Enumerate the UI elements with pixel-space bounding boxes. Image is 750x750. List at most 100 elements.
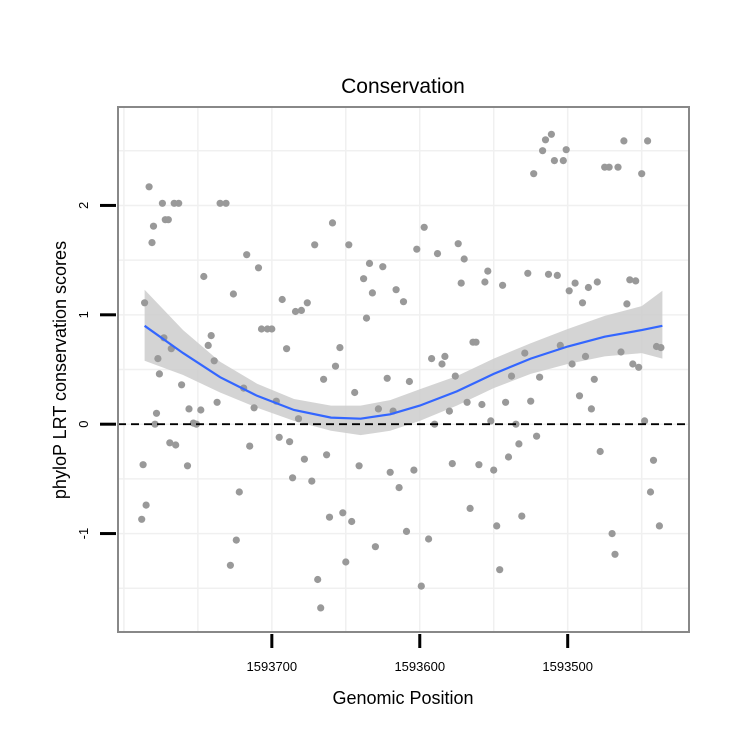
data-point bbox=[484, 267, 492, 275]
data-point bbox=[386, 468, 394, 476]
data-point bbox=[289, 474, 297, 482]
data-point bbox=[317, 604, 325, 612]
smooth-line-layer bbox=[143, 324, 663, 420]
data-point bbox=[530, 170, 538, 178]
data-point bbox=[268, 325, 276, 333]
data-point bbox=[275, 433, 283, 441]
data-point bbox=[596, 447, 604, 456]
data-point bbox=[611, 550, 619, 558]
data-point bbox=[379, 263, 387, 271]
data-point bbox=[362, 314, 371, 322]
data-point bbox=[365, 259, 374, 267]
data-point bbox=[515, 440, 523, 448]
data-point bbox=[547, 130, 556, 138]
data-point bbox=[438, 360, 446, 368]
data-point bbox=[581, 352, 590, 360]
data-point bbox=[487, 417, 495, 425]
x-tick-label: 1593600 bbox=[394, 659, 445, 674]
data-point bbox=[478, 400, 486, 409]
data-point bbox=[657, 344, 665, 352]
data-point bbox=[371, 543, 379, 551]
data-point bbox=[559, 157, 567, 165]
data-point bbox=[331, 362, 340, 370]
data-point bbox=[154, 355, 162, 363]
data-point bbox=[213, 398, 221, 406]
plot-frame bbox=[117, 106, 690, 633]
data-point bbox=[533, 432, 541, 440]
data-point bbox=[617, 348, 625, 356]
data-point bbox=[158, 199, 166, 207]
data-point bbox=[348, 517, 356, 526]
data-point bbox=[584, 283, 593, 292]
data-point bbox=[383, 374, 391, 382]
data-point bbox=[518, 512, 526, 520]
data-point bbox=[314, 575, 322, 584]
data-point bbox=[562, 146, 570, 154]
data-point bbox=[210, 357, 218, 365]
data-point bbox=[183, 462, 192, 470]
data-point bbox=[141, 299, 149, 307]
data-point bbox=[629, 360, 637, 368]
data-point bbox=[402, 527, 411, 536]
data-point bbox=[445, 407, 453, 415]
chart-title: Conservation bbox=[341, 75, 465, 98]
data-point bbox=[608, 530, 616, 538]
data-point bbox=[457, 279, 465, 287]
data-point bbox=[553, 271, 561, 279]
data-point bbox=[521, 349, 529, 357]
data-point bbox=[405, 377, 413, 386]
data-point bbox=[417, 582, 425, 590]
data-point bbox=[614, 163, 622, 171]
data-point bbox=[541, 136, 550, 144]
data-point bbox=[641, 417, 649, 425]
data-point bbox=[568, 360, 576, 368]
data-point bbox=[323, 451, 331, 459]
data-point bbox=[571, 279, 579, 287]
data-point bbox=[575, 392, 584, 400]
data-point bbox=[451, 372, 459, 380]
data-point bbox=[155, 370, 163, 378]
data-point bbox=[646, 488, 655, 496]
data-point bbox=[399, 298, 408, 306]
y-axis-title: phyloP LRT conservation scores bbox=[50, 241, 70, 499]
data-point bbox=[257, 325, 266, 333]
data-point bbox=[229, 290, 237, 298]
data-point bbox=[243, 251, 251, 259]
data-point bbox=[493, 522, 501, 530]
data-point bbox=[216, 199, 224, 207]
data-point bbox=[185, 405, 193, 413]
data-point bbox=[590, 375, 598, 383]
data-point bbox=[325, 513, 334, 521]
data-point bbox=[320, 375, 328, 383]
data-point bbox=[345, 241, 353, 249]
data-point bbox=[254, 264, 263, 272]
data-point bbox=[539, 147, 547, 155]
data-point bbox=[475, 461, 483, 469]
data-point bbox=[527, 397, 535, 405]
data-point bbox=[355, 462, 363, 470]
data-point bbox=[235, 488, 243, 496]
y-tick-label: 1 bbox=[76, 311, 91, 318]
data-point bbox=[433, 250, 442, 258]
data-point bbox=[466, 504, 474, 512]
data-point bbox=[460, 255, 468, 263]
data-point bbox=[448, 460, 456, 468]
data-point bbox=[632, 277, 640, 285]
data-point bbox=[138, 515, 146, 523]
data-point bbox=[428, 355, 436, 363]
data-point bbox=[593, 278, 601, 286]
y-tick-label: -1 bbox=[76, 528, 91, 540]
y-tick-label: 0 bbox=[76, 421, 91, 428]
x-tick-label: 1593700 bbox=[247, 659, 298, 674]
axis-ticks-layer: 1593700 1593600 1593500 -1 0 1 2 bbox=[76, 202, 593, 674]
data-point bbox=[351, 388, 359, 397]
data-point bbox=[232, 536, 240, 544]
data-point bbox=[655, 522, 664, 530]
data-point bbox=[605, 163, 613, 171]
data-point bbox=[339, 509, 347, 517]
data-point bbox=[626, 276, 634, 284]
x-tick-label: 1593500 bbox=[542, 659, 593, 674]
data-point bbox=[410, 466, 418, 474]
